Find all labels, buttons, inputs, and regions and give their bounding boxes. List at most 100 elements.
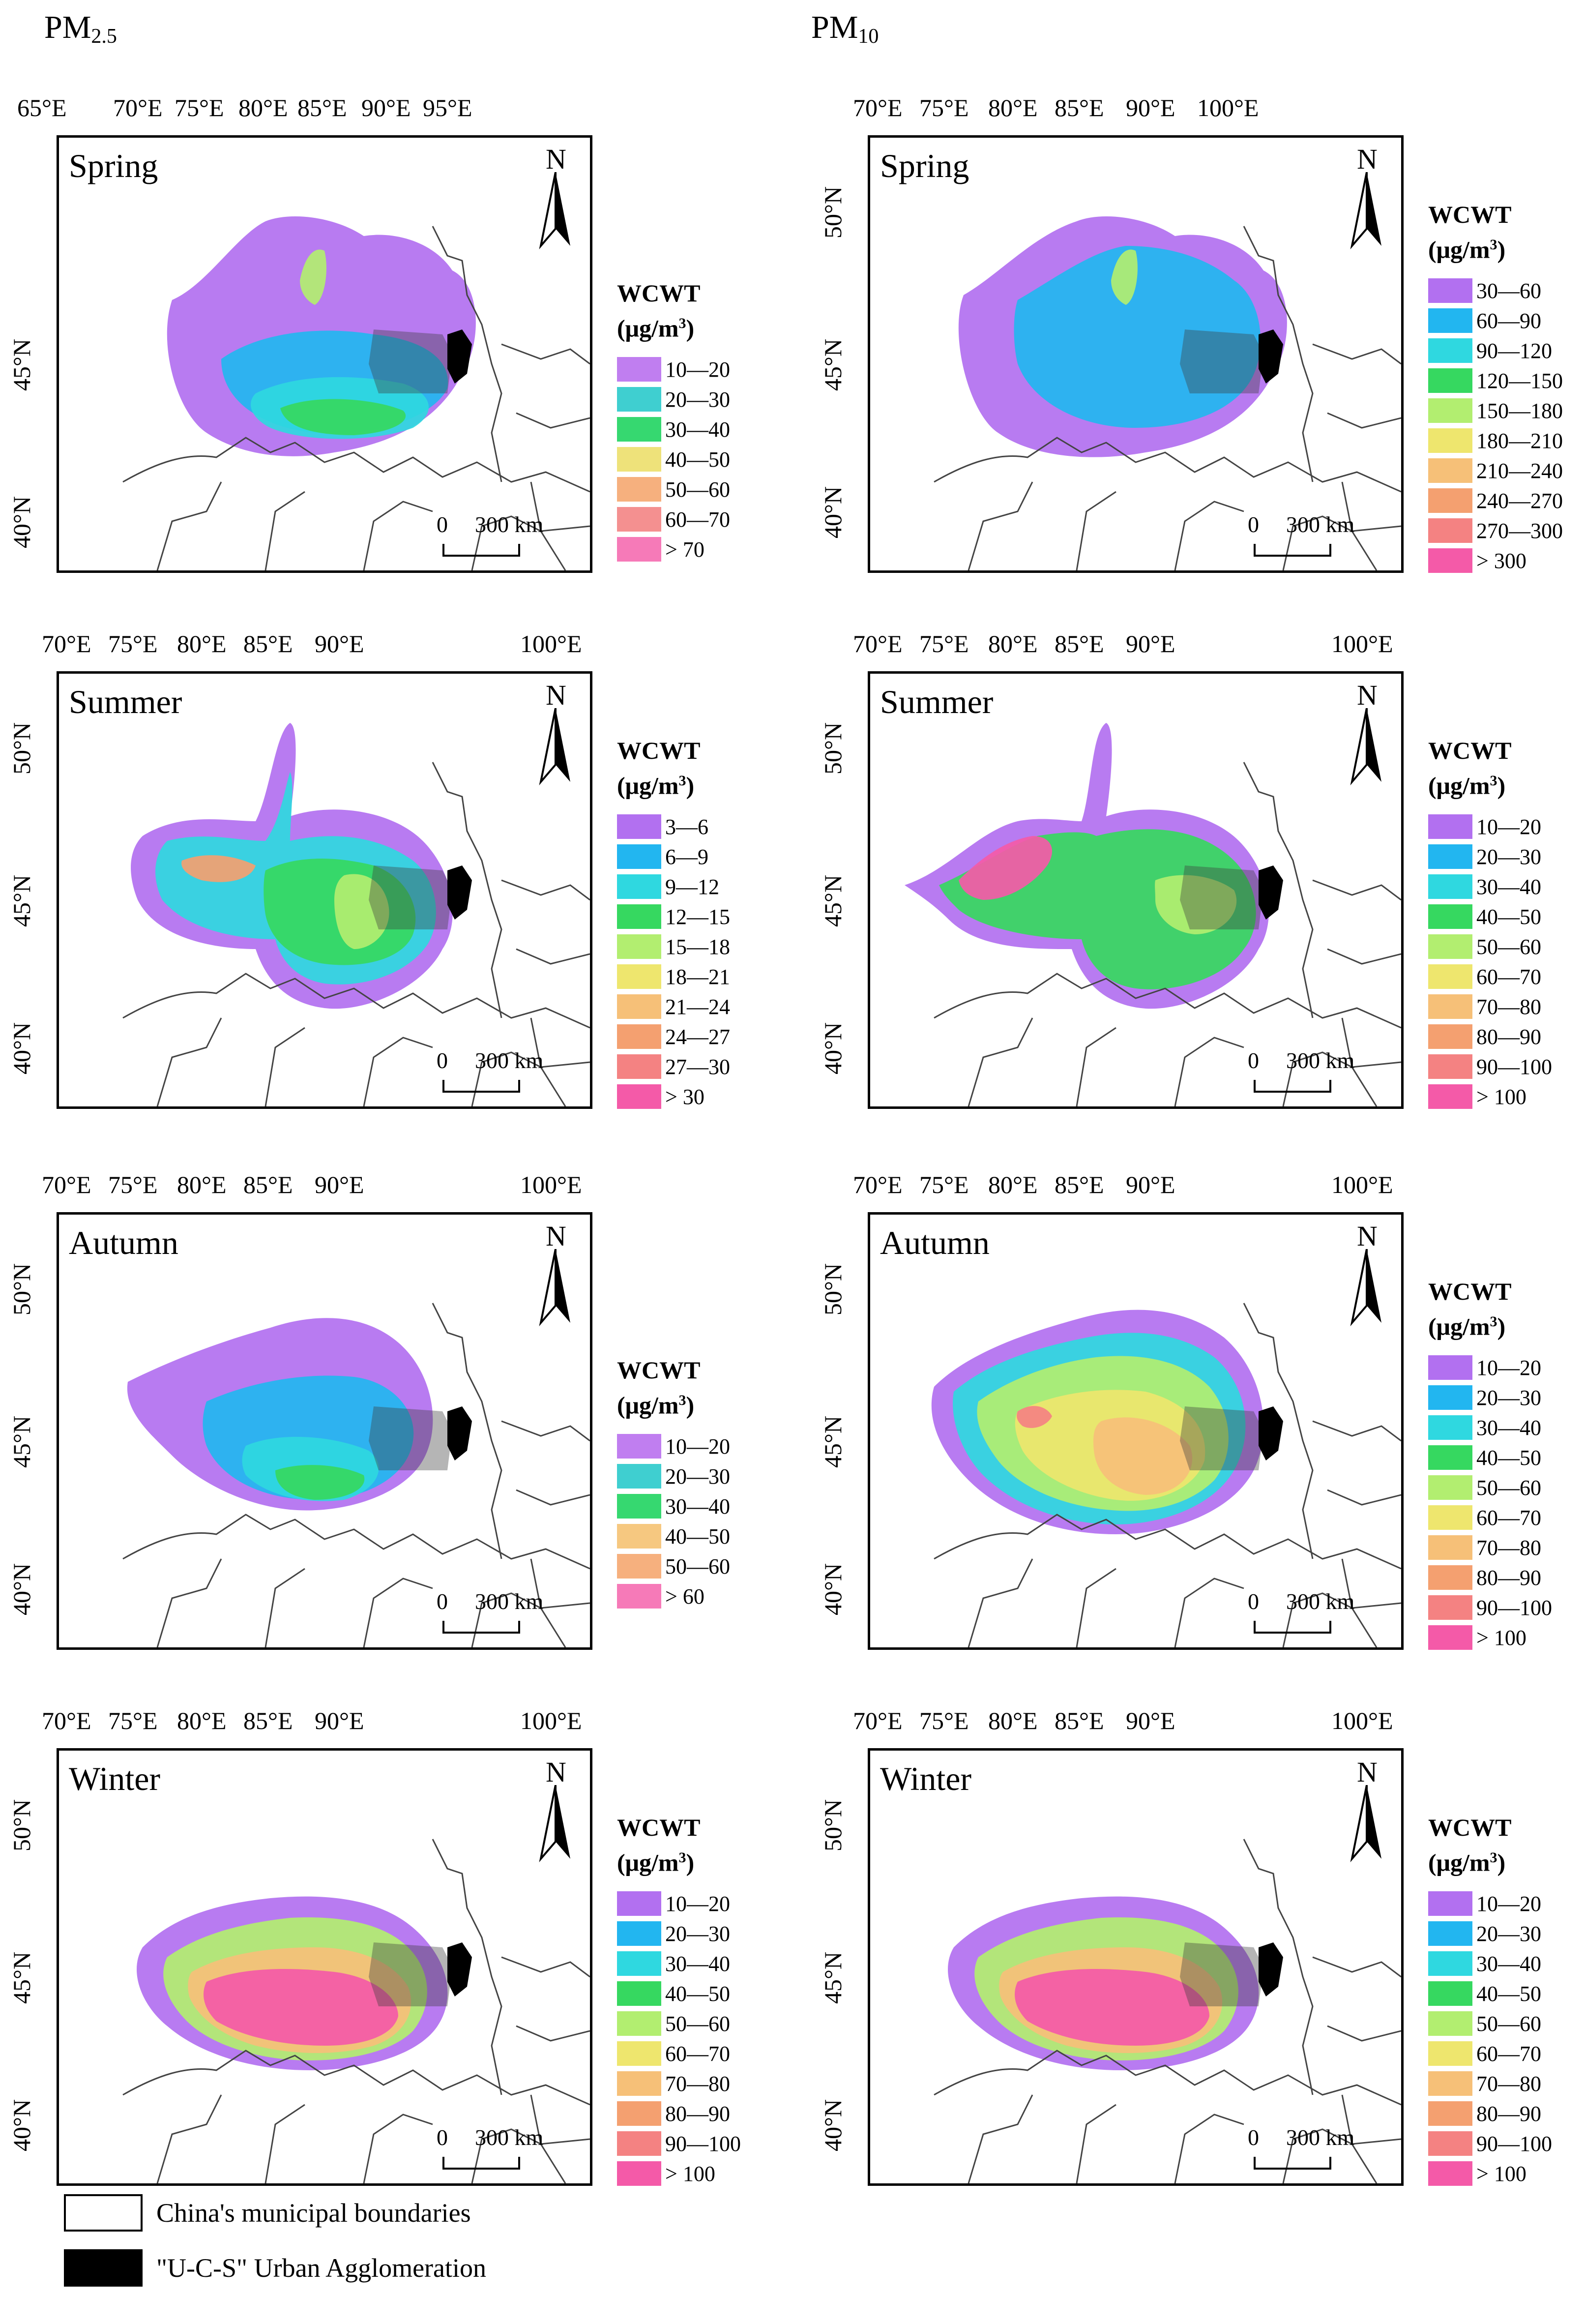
longitude-label: 75°E (108, 630, 158, 657)
longitude-label: 85°E (297, 94, 347, 121)
legend-entry: 10—20 (1428, 1353, 1576, 1383)
boundary-line (1341, 481, 1378, 570)
legend-swatch (617, 357, 661, 382)
boundary-line (363, 1037, 433, 1106)
boundary-line (1282, 1592, 1401, 1647)
legend-entry: 90—120 (1428, 336, 1576, 366)
agglomeration-overlay (369, 1942, 452, 2006)
legend-swatch (1428, 548, 1472, 573)
legend-entry: 10—20 (617, 355, 764, 385)
map-panel: 70°E 75°E 80°E 85°E 90°E 100°E Spring N 0 300 km 5… (811, 84, 1585, 625)
concentration-zone (1155, 875, 1237, 934)
boundary-line (1312, 343, 1401, 365)
longitude-label: 75°E (108, 1171, 158, 1198)
map-frame: Winter N 0 300 km (57, 1748, 592, 2186)
legend-swatch (617, 417, 661, 442)
season-label: Spring (880, 147, 969, 184)
agglomeration-overlay (1180, 1942, 1263, 2006)
latitude-label: 50°N (8, 722, 35, 775)
legend-range-label: 10—20 (665, 357, 730, 382)
concentration-zone (1014, 246, 1261, 428)
legend-range-label: 60—70 (665, 507, 730, 532)
legend-range-label: 30—60 (1476, 278, 1541, 303)
scale-distance-label: 300 km (1286, 2125, 1355, 2150)
column-title-pm10: PM10 (811, 9, 879, 48)
concentration-zone (1015, 1969, 1209, 2046)
scale-zero-label: 0 (1248, 512, 1259, 537)
scale-bar-line (1254, 1621, 1331, 1634)
latitude-label: 45°N (8, 874, 35, 927)
legend: WCWT (μg/m3) 10—20 20—30 30—40 40—50 50—60 60—7… (1428, 735, 1576, 1112)
map-canvas (122, 1839, 590, 2183)
boundary-line (156, 2094, 222, 2183)
boundary-line (1174, 2114, 1244, 2183)
longitude-label: 100°E (1331, 630, 1393, 657)
legend-swatch (1428, 2071, 1472, 2096)
longitude-label: 80°E (988, 630, 1038, 657)
boundary-line (530, 1558, 566, 1647)
map-canvas (934, 216, 1401, 570)
legend-entry: 40—50 (617, 1979, 764, 2009)
longitude-label: 70°E (42, 1171, 91, 1198)
longitude-label: 70°E (113, 94, 163, 121)
legend-swatch (1428, 398, 1472, 423)
scale-distance-label: 300 km (475, 2125, 544, 2150)
legend-range-label: 40—50 (665, 447, 730, 472)
boundary-line (1076, 491, 1116, 570)
latitude-label: 40°N (8, 2099, 35, 2151)
agglomeration-overlay (1180, 865, 1263, 929)
legend-swatch (1428, 874, 1472, 899)
longitude-label: 100°E (1197, 94, 1259, 121)
legend-range-label: 40—50 (665, 1981, 730, 2006)
legend-range-label: 60—90 (1476, 308, 1541, 333)
legend-entry: 20—30 (617, 1919, 764, 1949)
scale-bar-line (1254, 2157, 1331, 2170)
boundary-line (1312, 1420, 1401, 1442)
longitude-label: 80°E (988, 94, 1038, 121)
boundary-line (122, 973, 590, 1029)
longitude-label: 90°E (315, 630, 364, 657)
latitude-label: 45°N (819, 874, 847, 927)
legend-swatch (1428, 1024, 1472, 1049)
latitude-label: 45°N (819, 1415, 847, 1468)
legend-title: WCWT (μg/m3) (617, 1814, 701, 1877)
legend-swatch (1428, 1054, 1472, 1079)
legend-title: WCWT (μg/m3) (1428, 1278, 1512, 1341)
latitude-label: 40°N (8, 1022, 35, 1074)
concentration-zone (275, 1465, 365, 1500)
season-label: Winter (69, 1760, 161, 1797)
boundary-line (1282, 2128, 1401, 2183)
map-panel: 70°E 75°E 80°E 85°E 90°E 100°E Winter N 0 300 km 5… (0, 1697, 792, 2237)
legend-entry: 20—30 (617, 385, 764, 415)
legend-range-label: 10—20 (1476, 1355, 1541, 1380)
legend-swatch (617, 1891, 661, 1916)
legend-range-label: 80—90 (1476, 1024, 1541, 1049)
scale-bar-line (442, 1621, 520, 1634)
boundaries-swatch (64, 2194, 143, 2232)
latitude-label: 45°N (819, 338, 847, 391)
legend-swatch (617, 2071, 661, 2096)
legend-range-label: 90—100 (665, 2131, 741, 2156)
legend-swatch (1428, 1475, 1472, 1500)
legend-swatch (1428, 278, 1472, 303)
longitude-label: 85°E (1055, 1707, 1104, 1734)
agglomeration-overlay (1180, 329, 1263, 393)
legend-range-label: > 100 (1476, 2161, 1526, 2186)
legend-range-label: 10—20 (1476, 814, 1541, 839)
legend-entry: 90—100 (1428, 1593, 1576, 1623)
longitude-label: 85°E (243, 630, 293, 657)
boundary-line (1327, 1489, 1401, 1506)
legend-entry: 30—40 (1428, 872, 1576, 902)
boundary-line (264, 1027, 305, 1106)
boundary-line (1327, 412, 1401, 429)
legend-range-label: 90—100 (1476, 1054, 1552, 1079)
boundary-line (471, 1051, 590, 1106)
scale-zero-label: 0 (437, 512, 448, 537)
legend-range-label: > 30 (665, 1084, 704, 1109)
concentration-zone (1093, 1417, 1193, 1495)
boundary-line (516, 948, 590, 965)
legend: WCWT (μg/m3) 10—20 20—30 30—40 40—50 50—60 60—7… (1428, 1276, 1576, 1653)
boundary-line (471, 2128, 590, 2183)
legend-swatch (617, 1434, 661, 1459)
boundary-line (501, 1420, 590, 1442)
